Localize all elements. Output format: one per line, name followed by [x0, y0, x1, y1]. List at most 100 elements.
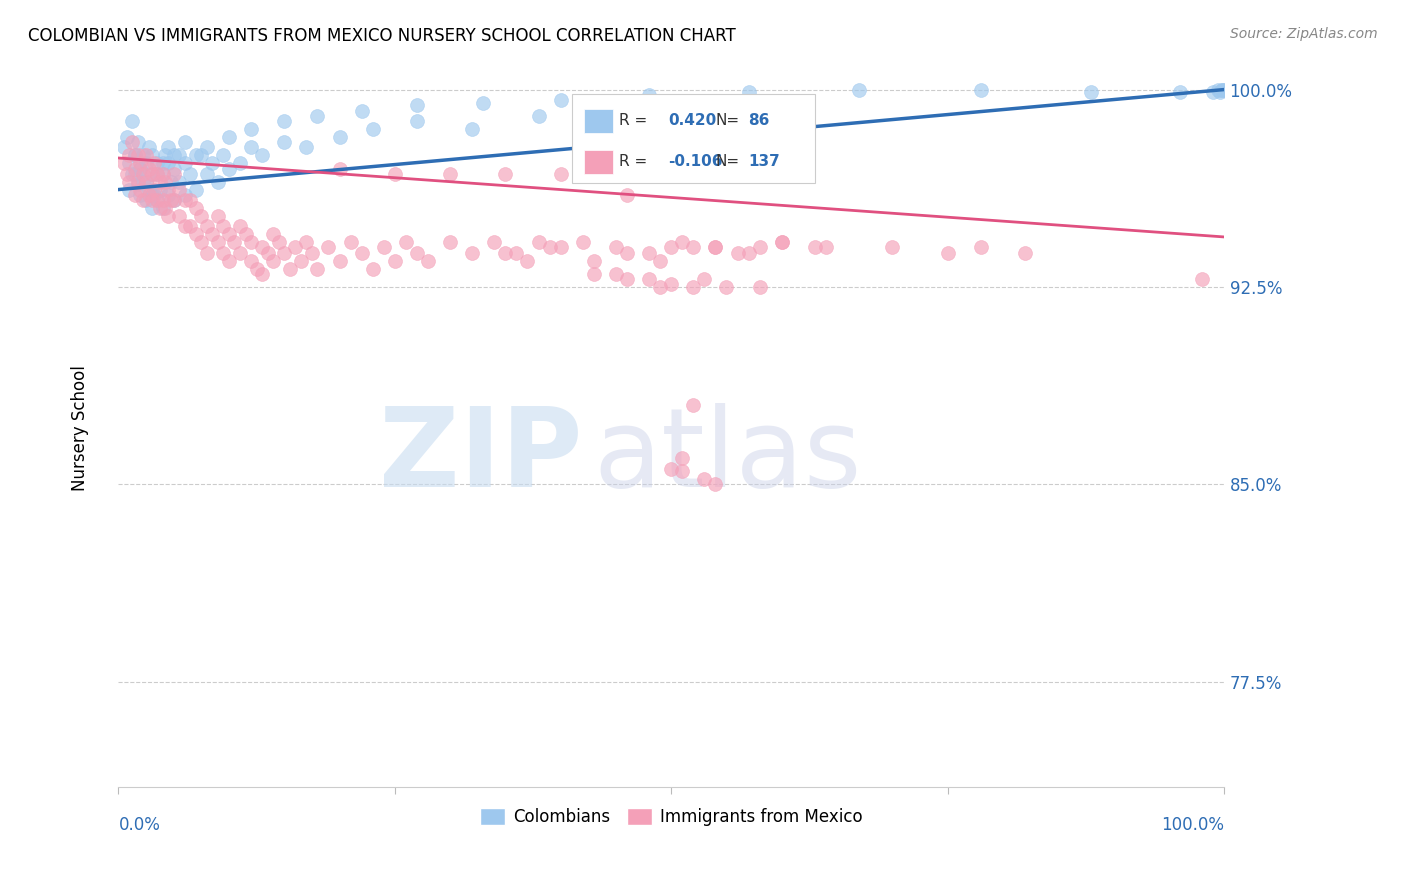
Text: Source: ZipAtlas.com: Source: ZipAtlas.com: [1230, 27, 1378, 41]
Point: [650, 280, 672, 294]
Point: [163, 193, 186, 207]
Point: [167, 175, 190, 189]
Point: [1211, 82, 1233, 96]
Point: [582, 253, 605, 268]
Point: [616, 187, 638, 202]
Point: [142, 187, 165, 202]
Point: [882, 240, 904, 254]
Text: ZIP: ZIP: [380, 403, 582, 510]
Point: [118, 175, 141, 189]
Point: [273, 114, 295, 128]
Point: [671, 464, 693, 478]
Point: [936, 245, 959, 260]
Point: [138, 187, 160, 202]
Point: [361, 122, 384, 136]
Point: [163, 161, 186, 176]
Point: [152, 193, 174, 207]
Point: [406, 98, 429, 112]
Point: [1168, 85, 1191, 99]
Point: [135, 156, 157, 170]
Point: [153, 148, 176, 162]
Point: [659, 240, 682, 254]
Point: [716, 280, 738, 294]
Point: [163, 193, 186, 207]
Point: [659, 461, 682, 475]
Point: [229, 156, 252, 170]
Point: [416, 253, 439, 268]
Point: [250, 267, 273, 281]
Point: [149, 183, 172, 197]
Point: [693, 472, 716, 486]
Point: [146, 167, 169, 181]
Point: [152, 167, 174, 181]
Point: [207, 235, 229, 250]
Point: [112, 140, 135, 154]
Point: [461, 245, 484, 260]
Point: [146, 193, 169, 207]
Point: [190, 235, 212, 250]
Point: [201, 227, 224, 242]
Text: 0.0%: 0.0%: [118, 815, 160, 834]
Point: [262, 253, 284, 268]
Point: [195, 219, 218, 234]
Point: [142, 183, 165, 197]
Point: [173, 135, 195, 149]
Point: [1208, 85, 1230, 99]
Point: [1211, 82, 1233, 96]
Point: [212, 219, 235, 234]
Point: [494, 167, 516, 181]
Point: [295, 140, 318, 154]
Point: [290, 253, 312, 268]
Point: [737, 245, 759, 260]
Point: [250, 240, 273, 254]
Point: [142, 156, 165, 170]
Point: [472, 95, 495, 110]
Point: [146, 193, 169, 207]
Point: [195, 167, 218, 181]
Point: [173, 156, 195, 170]
Point: [461, 122, 484, 136]
Point: [229, 219, 252, 234]
FancyBboxPatch shape: [583, 150, 613, 174]
Point: [550, 167, 572, 181]
Point: [693, 272, 716, 286]
Point: [173, 187, 195, 202]
Point: [152, 201, 174, 215]
Point: [173, 219, 195, 234]
Point: [141, 201, 163, 215]
Point: [157, 187, 180, 202]
Point: [218, 161, 240, 176]
Point: [328, 161, 350, 176]
Point: [184, 148, 207, 162]
Point: [1014, 245, 1036, 260]
Point: [267, 235, 290, 250]
Point: [129, 187, 152, 202]
Point: [307, 109, 329, 123]
Point: [141, 187, 163, 202]
Point: [129, 183, 152, 197]
Point: [361, 261, 384, 276]
Point: [127, 178, 149, 192]
Text: N=: N=: [716, 112, 740, 128]
Point: [118, 148, 141, 162]
Point: [131, 193, 153, 207]
Point: [318, 240, 340, 254]
Point: [153, 201, 176, 215]
Point: [262, 227, 284, 242]
Point: [124, 148, 146, 162]
Point: [439, 167, 461, 181]
Point: [384, 253, 406, 268]
Point: [179, 167, 201, 181]
Point: [240, 253, 263, 268]
Point: [671, 450, 693, 465]
Point: [121, 135, 143, 149]
Point: [167, 148, 190, 162]
Point: [138, 161, 160, 176]
Point: [167, 183, 190, 197]
Point: [571, 235, 593, 250]
Point: [157, 209, 180, 223]
Point: [295, 235, 318, 250]
Point: [195, 140, 218, 154]
Point: [138, 183, 160, 197]
Point: [235, 227, 257, 242]
